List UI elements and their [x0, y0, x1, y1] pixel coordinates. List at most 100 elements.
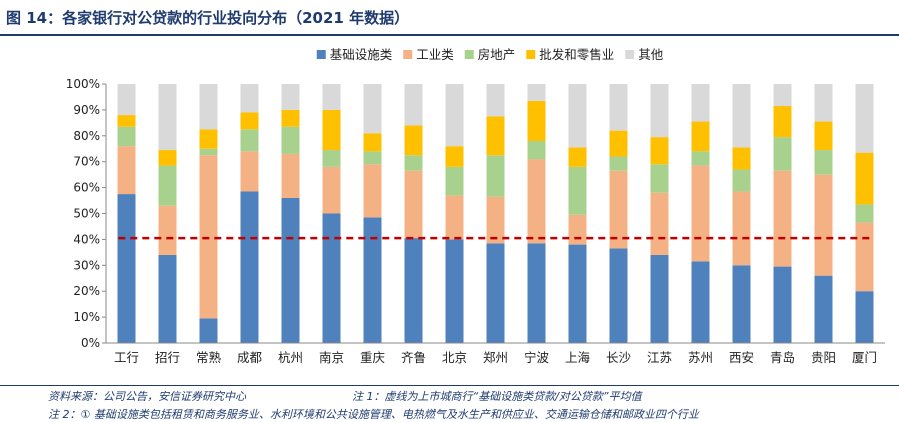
bar-segment [691, 121, 710, 152]
bar-segment [609, 248, 628, 343]
bar-segment [445, 146, 464, 167]
bar-segment [158, 205, 177, 255]
bar-segment [773, 84, 792, 107]
bar-segment [609, 170, 628, 249]
legend-label: 基础设施类 [330, 47, 393, 62]
bar-segment [486, 196, 505, 244]
legend-label: 批发和零售业 [539, 47, 614, 62]
bar-segment [445, 195, 464, 240]
bar-series-group [117, 84, 874, 343]
bar-segment [158, 84, 177, 151]
bar-segment [609, 130, 628, 157]
bar-segment [363, 217, 382, 343]
y-tick-label: 0% [81, 336, 100, 350]
y-tick-label: 10% [73, 310, 100, 324]
bar-segment [527, 140, 546, 160]
bar-segment [199, 318, 218, 343]
bar-segment [486, 116, 505, 156]
bar-segment [199, 155, 218, 319]
bar-segment [363, 164, 382, 218]
bar-segment [117, 194, 136, 343]
legend-swatch [403, 50, 413, 59]
bar-segment [609, 84, 628, 131]
bar-segment [281, 84, 300, 110]
bar-segment [445, 239, 464, 343]
x-tick-label: 贵阳 [811, 350, 836, 365]
bar-segment [732, 169, 751, 192]
bar-segment [322, 213, 341, 343]
legend-swatch [625, 50, 635, 59]
bar-segment [568, 147, 587, 167]
x-tick-label: 成都 [237, 350, 263, 365]
bar-segment [445, 166, 464, 196]
bar-segment [527, 84, 546, 101]
figure-title: 图 14：各家银行对公贷款的行业投向分布（2021 年数据） [6, 9, 410, 27]
bar-segment [568, 214, 587, 245]
footer-rule [0, 385, 899, 386]
y-axis: 0% 10% 20% 30% 40% 50% 60% 70% 80% 90% 100% [66, 77, 107, 350]
bar-segment [855, 222, 874, 292]
bar-segment [404, 238, 423, 343]
bar-segment [404, 84, 423, 126]
bar-segment [732, 84, 751, 148]
bar-segment [527, 100, 546, 141]
bar-segment [814, 174, 833, 276]
bar-segment [404, 125, 423, 156]
bar-segment [814, 121, 833, 151]
x-tick-label: 厦门 [852, 350, 877, 365]
bar-segment [199, 84, 218, 130]
bar-segment [650, 254, 669, 343]
footnote-2: 注 2：① 基础设施类包括租赁和商务服务业、水利环境和公共设施管理、电热燃气及水… [48, 408, 699, 421]
title-rule [0, 34, 899, 36]
y-tick-label: 60% [73, 181, 100, 195]
bar-segment [117, 146, 136, 195]
bar-segment [773, 266, 792, 343]
bar-segment [240, 151, 259, 192]
bar-segment [527, 159, 546, 244]
bar-segment [814, 84, 833, 122]
source-note: 资料来源：公司公告，安信证券研究中心 [48, 390, 246, 403]
x-tick-label: 上海 [565, 350, 591, 365]
legend-label: 工业类 [416, 47, 454, 62]
bar-segment [814, 275, 833, 343]
x-tick-label: 齐鲁 [401, 350, 426, 365]
y-tick-label: 70% [73, 155, 100, 169]
bar-segment [281, 153, 300, 198]
bar-segment [240, 84, 259, 113]
bar-segment [281, 126, 300, 154]
bar-segment [609, 156, 628, 171]
bar-segment [117, 115, 136, 127]
bar-segment [199, 129, 218, 149]
bar-segment [650, 192, 669, 255]
x-tick-label: 南京 [319, 350, 344, 365]
x-tick-label: 宁波 [524, 350, 550, 365]
bar-segment [732, 147, 751, 170]
bar-segment [855, 204, 874, 223]
x-tick-label: 郑州 [483, 350, 508, 365]
y-tick-label: 100% [66, 77, 100, 91]
bar-segment [568, 84, 587, 148]
bar-segment [158, 150, 177, 166]
bar-segment [281, 197, 300, 343]
bar-segment [732, 265, 751, 343]
bar-segment [445, 84, 464, 147]
bar-segment [855, 152, 874, 205]
footnote-1: 注 1：虚线为上市城商行“基础设施类贷款/对公贷款”平均值 [352, 390, 642, 403]
legend-swatch [316, 50, 326, 59]
x-axis: 工行 招行 常熟 成都 杭州 南京 重庆 齐鲁 北京 郑州 宁波 上海 长沙 江苏 苏州 西安 青岛 贵阳 厦门 [106, 342, 885, 365]
bar-segment [527, 243, 546, 343]
bar-segment [322, 166, 341, 214]
bar-segment [322, 150, 341, 167]
bar-segment [691, 165, 710, 262]
bar-segment [240, 129, 259, 152]
bar-segment [486, 155, 505, 197]
bar-segment [650, 84, 669, 138]
bar-segment [158, 165, 177, 206]
y-tick-label: 40% [73, 232, 100, 246]
bar-segment [650, 137, 669, 165]
bar-segment [158, 254, 177, 343]
x-tick-label: 长沙 [606, 350, 632, 365]
bar-segment [363, 151, 382, 165]
bar-segment [691, 261, 710, 343]
bar-segment [322, 109, 341, 151]
